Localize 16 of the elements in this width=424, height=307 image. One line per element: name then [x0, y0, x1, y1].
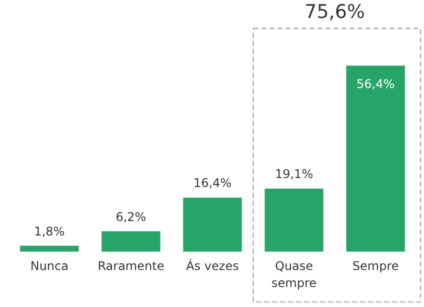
data-label: 56,4%	[356, 76, 395, 91]
data-label: 1,8%	[34, 224, 65, 238]
bar	[264, 188, 324, 252]
bar	[346, 66, 405, 252]
data-label: 19,1%	[274, 167, 314, 182]
x-tick-label: Quase sempre	[272, 259, 317, 290]
data-label: 16,4%	[193, 176, 232, 190]
x-tick-label: Raramente	[98, 259, 164, 274]
bar	[183, 198, 242, 252]
data-label: 6,2%	[116, 210, 146, 224]
text: 75,6%	[304, 0, 365, 23]
bar	[102, 231, 160, 252]
x-tick-label: Ás vezes	[186, 258, 239, 274]
x-tick-label: Nunca	[30, 259, 68, 274]
x-tick-label: Sempre	[352, 259, 399, 274]
bar	[20, 246, 79, 252]
